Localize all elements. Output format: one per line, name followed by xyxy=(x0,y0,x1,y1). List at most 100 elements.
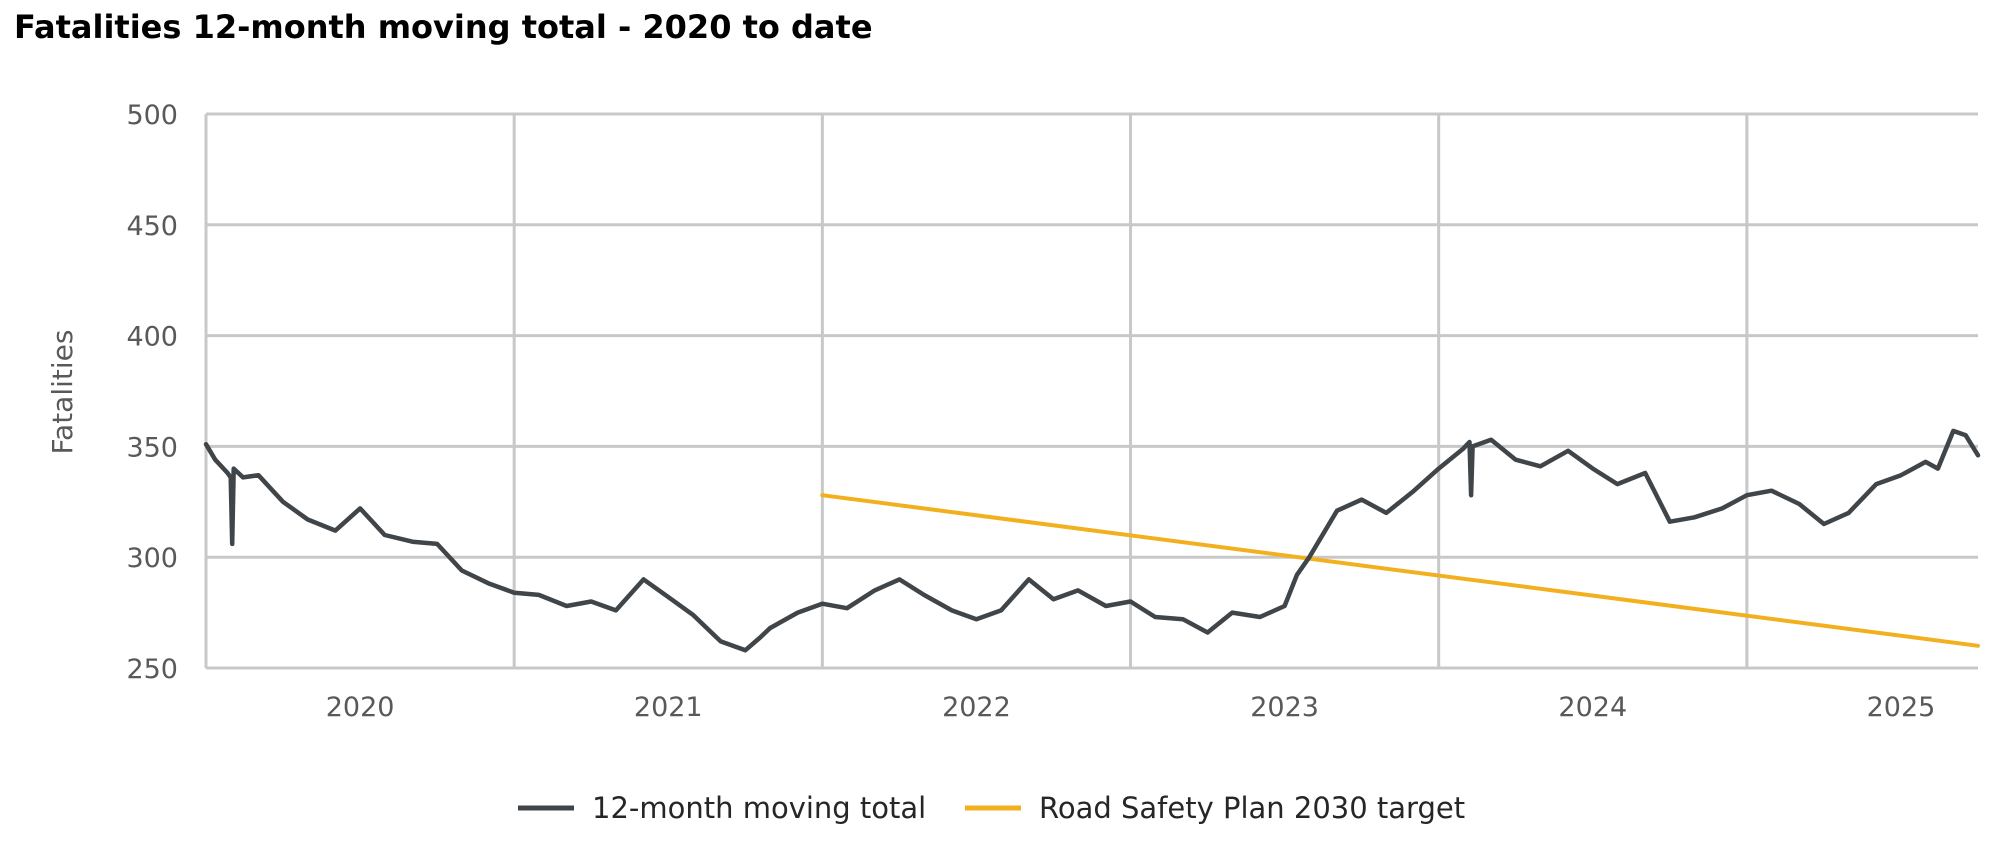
data-point xyxy=(898,578,900,580)
data-point xyxy=(846,607,848,609)
data-point xyxy=(1952,430,1954,432)
data-point xyxy=(1644,472,1646,474)
data-point xyxy=(1937,467,1939,470)
data-point xyxy=(760,636,762,638)
data-point xyxy=(1000,609,1002,611)
data-point xyxy=(384,534,386,536)
x-tick-label: 2025 xyxy=(1867,692,1936,723)
y-tick-label: 250 xyxy=(126,654,178,685)
data-point xyxy=(951,609,953,611)
data-point xyxy=(1770,490,1773,492)
data-point xyxy=(1746,494,1748,496)
data-point xyxy=(1539,465,1541,467)
data-point xyxy=(242,476,244,479)
data-point xyxy=(488,583,491,585)
data-point xyxy=(1875,483,1877,485)
y-tick-label: 450 xyxy=(126,211,178,242)
data-point xyxy=(923,594,925,596)
x-axis-ticks: 2020 2021 2022 2023 2024 2025 xyxy=(326,692,1936,723)
data-point xyxy=(513,592,515,594)
data-point xyxy=(461,569,463,572)
chart-title: Fatalities 12-month moving total - 2020 … xyxy=(14,8,873,46)
data-point xyxy=(230,476,232,479)
data-point xyxy=(821,603,823,605)
data-point xyxy=(334,530,337,532)
data-point xyxy=(975,618,978,620)
data-point xyxy=(1721,507,1723,510)
data-point xyxy=(1977,454,1979,456)
y-axis-title: Fatalities xyxy=(46,330,79,455)
data-point xyxy=(1154,616,1156,618)
data-point xyxy=(214,459,216,461)
data-point xyxy=(1471,445,1474,447)
data-point xyxy=(1900,474,1902,476)
data-point xyxy=(1693,516,1696,518)
data-point xyxy=(1077,589,1079,592)
y-tick-label: 350 xyxy=(126,432,178,463)
data-point xyxy=(643,578,645,580)
data-point xyxy=(1925,461,1927,463)
data-point xyxy=(1669,521,1671,523)
data-point xyxy=(1361,498,1363,501)
data-point xyxy=(1515,459,1517,461)
data-point xyxy=(307,518,309,521)
x-tick-label: 2022 xyxy=(942,692,1011,723)
data-point xyxy=(1129,600,1132,603)
data-point xyxy=(538,594,540,596)
data-point xyxy=(821,494,823,496)
data-point xyxy=(1296,574,1298,576)
data-point xyxy=(1231,612,1233,614)
data-point xyxy=(1567,450,1569,452)
data-point xyxy=(667,596,669,598)
data-point xyxy=(1105,605,1107,607)
y-tick-label: 300 xyxy=(126,543,178,574)
data-point xyxy=(590,600,592,603)
data-point xyxy=(1336,510,1338,512)
data-point xyxy=(359,507,361,510)
gridlines xyxy=(204,112,1978,670)
data-point xyxy=(1385,512,1387,514)
data-point xyxy=(1592,467,1594,470)
data-point xyxy=(615,609,617,611)
y-tick-label: 400 xyxy=(126,322,178,353)
data-point xyxy=(436,543,438,545)
legend-label: Road Safety Plan 2030 target xyxy=(1039,791,1465,825)
data-point xyxy=(1462,448,1464,450)
legend: 12-month moving total Road Safety Plan 20… xyxy=(518,791,1465,825)
series-lines xyxy=(203,428,1981,653)
data-point xyxy=(226,472,229,474)
x-tick-label: 2024 xyxy=(1558,692,1627,723)
data-point xyxy=(769,627,771,629)
data-point xyxy=(411,541,414,543)
x-tick-label: 2021 xyxy=(634,692,703,723)
data-point xyxy=(257,474,259,476)
data-point xyxy=(1977,645,1979,647)
data-point xyxy=(1206,631,1209,634)
data-point xyxy=(1284,605,1286,607)
x-tick-label: 2023 xyxy=(1250,692,1319,723)
data-point xyxy=(797,612,799,614)
data-point xyxy=(1438,467,1440,470)
data-point xyxy=(282,501,284,503)
series-line-target xyxy=(820,493,1980,648)
data-point xyxy=(692,614,694,616)
data-point xyxy=(1847,512,1850,514)
y-tick-label: 500 xyxy=(126,100,178,131)
data-point xyxy=(1308,556,1310,558)
data-point xyxy=(205,443,207,445)
data-point xyxy=(1052,598,1055,600)
data-point xyxy=(1182,618,1184,620)
data-point xyxy=(720,640,722,643)
data-point xyxy=(1823,523,1825,525)
y-axis-ticks: 250 300 350 400 450 500 xyxy=(126,100,178,685)
data-point xyxy=(1490,439,1492,441)
legend-label: 12-month moving total xyxy=(592,791,926,825)
data-point xyxy=(1468,441,1471,443)
data-point xyxy=(231,543,233,545)
data-point xyxy=(565,605,568,607)
data-point xyxy=(744,649,746,651)
x-tick-label: 2020 xyxy=(326,692,395,723)
data-point xyxy=(1470,494,1472,496)
data-point xyxy=(1616,483,1619,485)
